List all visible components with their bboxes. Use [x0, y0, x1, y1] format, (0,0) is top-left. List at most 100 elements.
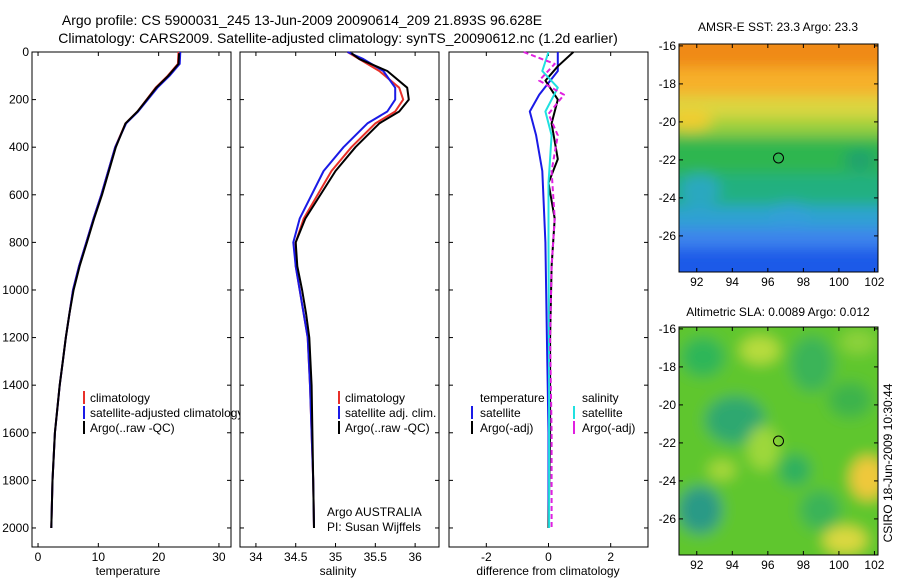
y-tick-label: 1000 [2, 283, 29, 297]
x-tick-label: 96 [761, 558, 775, 572]
legend-label-temp-argo: Argo(-adj) [480, 421, 533, 435]
legend-label-climatology: climatology [90, 391, 150, 405]
sst-map-ticks: 92 94 96 98 100 102 -16 -18 -20 -22 -24 -26 [659, 39, 885, 289]
y-tick-label: -18 [659, 77, 677, 91]
y-tick-label: 200 [9, 93, 29, 107]
legend-label-sal-satellite: satellite [582, 406, 623, 420]
x-tick-label: 10 [92, 550, 106, 564]
x-tick-label: -2 [481, 550, 492, 564]
sst-map-frame [678, 43, 879, 273]
legend-label-climatology: climatology [345, 391, 405, 405]
x-tick-label: 34.5 [284, 550, 308, 564]
series-line-temperature-argo-adj- [544, 51, 575, 529]
difference-lines [523, 51, 575, 529]
difference-ticks: -2 0 2 [449, 51, 648, 564]
y-tick-label: -22 [659, 436, 677, 450]
salinity-xlabel: salinity [320, 564, 357, 578]
series-line-temperature-satellite [528, 52, 559, 528]
y-tick-label: 400 [9, 140, 29, 154]
difference-panel: -2 0 2 difference from climatology tempera… [448, 51, 649, 578]
sla-map-frame [678, 326, 879, 556]
temperature-lines [50, 51, 182, 529]
salinity-lines [292, 51, 410, 529]
x-tick-label: 35 [329, 550, 343, 564]
y-tick-label: -16 [659, 322, 677, 336]
series-line-salinity-argo-adj- [523, 51, 565, 528]
y-tick-label: -20 [659, 115, 677, 129]
x-tick-label: 94 [726, 558, 740, 572]
y-tick-label: -18 [659, 360, 677, 374]
argo-location-marker [773, 435, 784, 447]
x-tick-label: 98 [797, 558, 811, 572]
legend-label-argo: Argo(..raw -QC) [90, 421, 175, 435]
series-line-satellite-adj-clim- [292, 51, 397, 529]
series-line-argo-raw-qc- [50, 53, 181, 529]
x-tick-label: 94 [726, 275, 740, 289]
y-tick-label: -16 [659, 39, 677, 53]
y-tick-label: 1800 [2, 473, 29, 487]
y-tick-label: -24 [659, 474, 677, 488]
y-tick-label: -20 [659, 398, 677, 412]
x-tick-label: 20 [152, 550, 166, 564]
legend-label-satellite: satellite-adjusted climatology [90, 406, 243, 420]
temperature-panel: 0 10 20 30 0 200 400 600 800 1000 1200 1400 1600 1800… [2, 45, 243, 578]
legend-title-temperature: temperature [480, 391, 545, 405]
temperature-xlabel: temperature [96, 564, 161, 578]
x-tick-label: 2 [607, 550, 614, 564]
argo-location-marker [773, 152, 784, 164]
x-tick-label: 0 [35, 550, 42, 564]
annotation-pi: PI: Susan Wijffels [327, 520, 421, 534]
series-line-salinity-satellite [541, 51, 559, 528]
salinity-panel: 34 34.5 35 35.5 36 salinity climatology sate… [239, 51, 440, 578]
y-tick-label: -26 [659, 512, 677, 526]
x-tick-label: 100 [829, 275, 849, 289]
legend-label-satellite: satellite adj. clim. [345, 406, 436, 420]
x-tick-label: 100 [829, 558, 849, 572]
temperature-plot-frame [31, 51, 232, 548]
y-tick-label: 2000 [2, 521, 29, 535]
x-tick-label: 0 [545, 550, 552, 564]
legend-label-argo: Argo(..raw -QC) [345, 421, 430, 435]
y-tick-label: 1600 [2, 426, 29, 440]
sst-map-title: AMSR-E SST: 23.3 Argo: 23.3 [698, 20, 858, 34]
x-tick-label: 102 [864, 558, 884, 572]
x-tick-label: 98 [797, 275, 811, 289]
x-tick-label: 92 [690, 275, 704, 289]
x-tick-label: 36 [408, 550, 422, 564]
series-line-argo-raw-qc- [294, 52, 410, 529]
y-tick-label: 1200 [2, 331, 29, 345]
x-tick-label: 34 [249, 550, 263, 564]
figure-title-line2: Climatology: CARS2009. Satellite-adjuste… [58, 30, 618, 46]
y-tick-label: -22 [659, 153, 677, 167]
salinity-ticks: 34 34.5 35 35.5 36 [240, 51, 439, 564]
y-tick-label: 600 [9, 188, 29, 202]
legend-label-sal-argo: Argo(-adj) [582, 421, 635, 435]
x-tick-label: 35.5 [364, 550, 388, 564]
difference-legend: temperature satellite Argo(-adj) salinit… [471, 391, 635, 435]
legend-label-temp-satellite: satellite [480, 406, 521, 420]
salinity-legend: climatology satellite adj. clim. Argo(..… [338, 391, 436, 435]
x-tick-label: 96 [761, 275, 775, 289]
y-tick-label: -26 [659, 229, 677, 243]
x-tick-label: 30 [212, 550, 226, 564]
x-tick-label: 102 [864, 275, 884, 289]
difference-xlabel: difference from climatology [476, 564, 619, 578]
side-timestamp-label: CSIRO 18-Jun-2009 10:30:44 [881, 383, 895, 542]
salinity-plot-frame [239, 51, 440, 548]
temperature-ticks: 0 10 20 30 0 200 400 600 800 1000 1200 1400 1600 1800… [2, 45, 231, 564]
sla-map-ticks: 92 94 96 98 100 102 -16 -18 -20 -22 -24 -26 [659, 322, 885, 572]
annotation-argo-australia: Argo AUSTRALIA [327, 505, 422, 519]
sst-map-panel: AMSR-E SST: 23.3 Argo: 23.3 92 94 96 98 100 1… [659, 20, 885, 289]
sla-field [679, 327, 878, 555]
sla-map-panel: Altimetric SLA: 0.0089 Argo: 0.012 92 94 9… [659, 305, 885, 572]
y-tick-label: 800 [9, 235, 29, 249]
figure-title-line1: Argo profile: CS 5900031_245 13-Jun-2009… [62, 12, 542, 28]
sla-map-title: Altimetric SLA: 0.0089 Argo: 0.012 [686, 305, 870, 319]
legend-title-salinity: salinity [582, 391, 619, 405]
x-tick-label: 92 [690, 558, 704, 572]
sst-field [679, 44, 878, 272]
temperature-legend: climatology satellite-adjusted climatolo… [83, 391, 243, 435]
y-tick-label: -24 [659, 191, 677, 205]
y-tick-label: 1400 [2, 378, 29, 392]
